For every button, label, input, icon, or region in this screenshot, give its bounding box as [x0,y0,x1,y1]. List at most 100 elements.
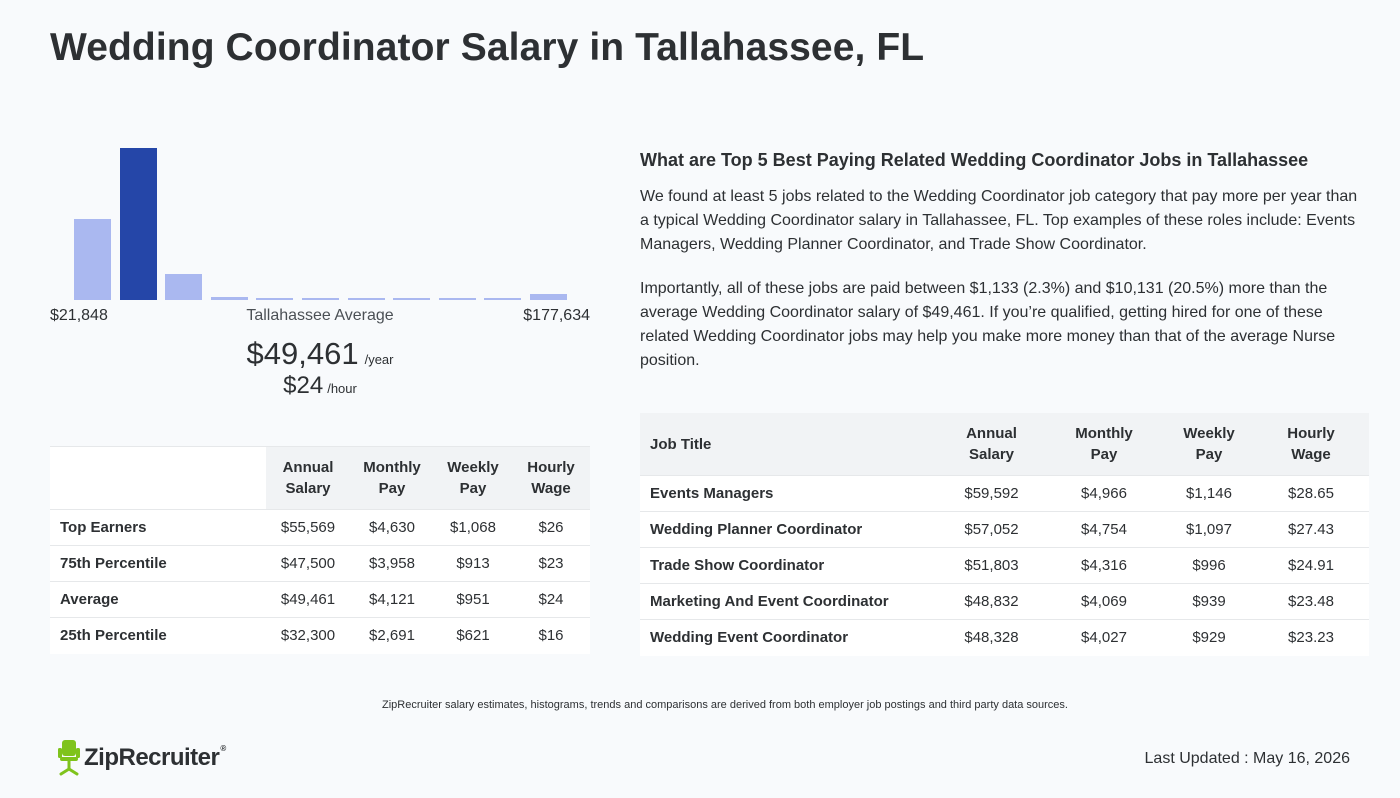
cell-monthly: $4,069 [1043,583,1165,620]
histogram-bar [211,297,248,300]
jobs-header-monthly: Monthly Pay [1043,413,1165,476]
jobs-header-hourly: Hourly Wage [1253,413,1369,476]
percentile-table-header: Annual Salary Monthly Pay Weekly Pay Hourly… [50,446,590,510]
table-row: Average $49,461 $4,121 $951 $24 [50,581,590,618]
cell-hourly: $24.91 [1253,547,1369,584]
table-row: Events Managers $59,592 $4,966 $1,146 $2… [640,475,1369,512]
row-label: 75th Percentile [50,545,266,582]
cell-weekly: $996 [1165,547,1253,584]
jobs-table-header: Job Title Annual Salary Monthly Pay Weekly… [640,413,1369,476]
histogram-bar [165,274,202,300]
cell-weekly: $913 [434,545,512,582]
related-jobs-heading: What are Top 5 Best Paying Related Weddi… [640,150,1309,170]
histogram-bar [530,294,567,300]
salary-histogram [50,130,590,300]
average-hourly-value: $24 [283,372,324,399]
cell-annual: $47,500 [266,545,350,582]
table-row: 75th Percentile $47,500 $3,958 $913 $23 [50,545,590,582]
cell-hourly: $23.48 [1253,583,1369,620]
cell-hourly: $27.43 [1253,511,1369,548]
cell-hourly: $28.65 [1253,475,1369,512]
cell-hourly: $24 [512,581,590,618]
table-row: Top Earners $55,569 $4,630 $1,068 $26 [50,509,590,546]
cell-annual: $49,461 [266,581,350,618]
cell-monthly: $4,316 [1043,547,1165,584]
row-label: 25th Percentile [50,617,266,654]
jobs-header-annual: Annual Salary [940,413,1043,476]
cell-monthly: $4,630 [350,509,434,546]
histogram-bar [348,298,385,300]
ziprecruiter-logo[interactable]: ZipRecruiter® [58,740,226,776]
cell-weekly: $1,068 [434,509,512,546]
cell-monthly: $4,754 [1043,511,1165,548]
job-title: Wedding Event Coordinator [640,619,940,656]
cell-annual: $51,803 [940,547,1043,584]
cell-annual: $55,569 [266,509,350,546]
cell-annual: $48,832 [940,583,1043,620]
percentile-header-monthly: Monthly Pay [350,446,434,510]
cell-annual: $48,328 [940,619,1043,656]
average-hourly: $24/hour [50,372,590,400]
cell-hourly: $23 [512,545,590,582]
table-row: Trade Show Coordinator $51,803 $4,316 $9… [640,547,1369,584]
related-jobs-paragraph-1: We found at least 5 jobs related to the … [640,188,1358,253]
average-hourly-unit: /hour [327,381,357,396]
jobs-header-weekly: Weekly Pay [1165,413,1253,476]
cell-monthly: $3,958 [350,545,434,582]
job-title: Trade Show Coordinator [640,547,940,584]
average-yearly-value: $49,461 [246,336,359,371]
jobs-header-title: Job Title [640,413,940,476]
last-updated: Last Updated : May 16, 2026 [1144,750,1350,767]
cell-monthly: $4,121 [350,581,434,618]
cell-annual: $59,592 [940,475,1043,512]
cell-annual: $57,052 [940,511,1043,548]
cell-hourly: $23.23 [1253,619,1369,656]
cell-weekly: $621 [434,617,512,654]
chair-icon [58,740,80,776]
histogram-bar [120,148,157,300]
histogram-labels: $21,848 Tallahassee Average $177,634 [50,307,590,329]
cell-monthly: $4,027 [1043,619,1165,656]
cell-monthly: $2,691 [350,617,434,654]
histogram-bar [256,298,293,300]
percentile-header-annual: Annual Salary [266,446,350,510]
histogram-bar [439,298,476,300]
histogram-center-label: Tallahassee Average [246,307,394,324]
histogram-bar [74,219,111,300]
histogram-max-label: $177,634 [523,307,590,324]
cell-hourly: $26 [512,509,590,546]
cell-weekly: $951 [434,581,512,618]
row-label: Top Earners [50,509,266,546]
table-row: Wedding Event Coordinator $48,328 $4,027… [640,619,1369,656]
histogram-min-label: $21,848 [50,307,108,324]
histogram-bar [302,298,339,300]
cell-hourly: $16 [512,617,590,654]
cell-weekly: $1,097 [1165,511,1253,548]
job-title: Events Managers [640,475,940,512]
average-yearly-unit: /year [364,352,394,367]
cell-weekly: $1,146 [1165,475,1253,512]
percentile-table: Annual Salary Monthly Pay Weekly Pay Hourly… [50,446,590,654]
percentile-header-hourly: Hourly Wage [512,446,590,510]
row-label: Average [50,581,266,618]
logo-text: ZipRecruiter® [84,744,226,771]
cell-annual: $32,300 [266,617,350,654]
table-row: 25th Percentile $32,300 $2,691 $621 $16 [50,617,590,654]
histogram-bar [393,298,430,300]
table-row: Wedding Planner Coordinator $57,052 $4,7… [640,511,1369,548]
cell-weekly: $929 [1165,619,1253,656]
histogram-bar [484,298,521,300]
page-title: Wedding Coordinator Salary in Tallahasse… [50,26,925,69]
related-jobs-table: Job Title Annual Salary Monthly Pay Weekly… [640,413,1369,656]
table-row: Marketing And Event Coordinator $48,832 … [640,583,1369,620]
data-disclaimer: ZipRecruiter salary estimates, histogram… [382,699,1068,711]
percentile-header-weekly: Weekly Pay [434,446,512,510]
average-yearly: $49,461/year [50,336,590,372]
job-title: Wedding Planner Coordinator [640,511,940,548]
percentile-header-blank [50,446,266,510]
related-jobs-paragraph-2: Importantly, all of these jobs are paid … [640,280,1336,369]
cell-weekly: $939 [1165,583,1253,620]
cell-monthly: $4,966 [1043,475,1165,512]
job-title: Marketing And Event Coordinator [640,583,940,620]
